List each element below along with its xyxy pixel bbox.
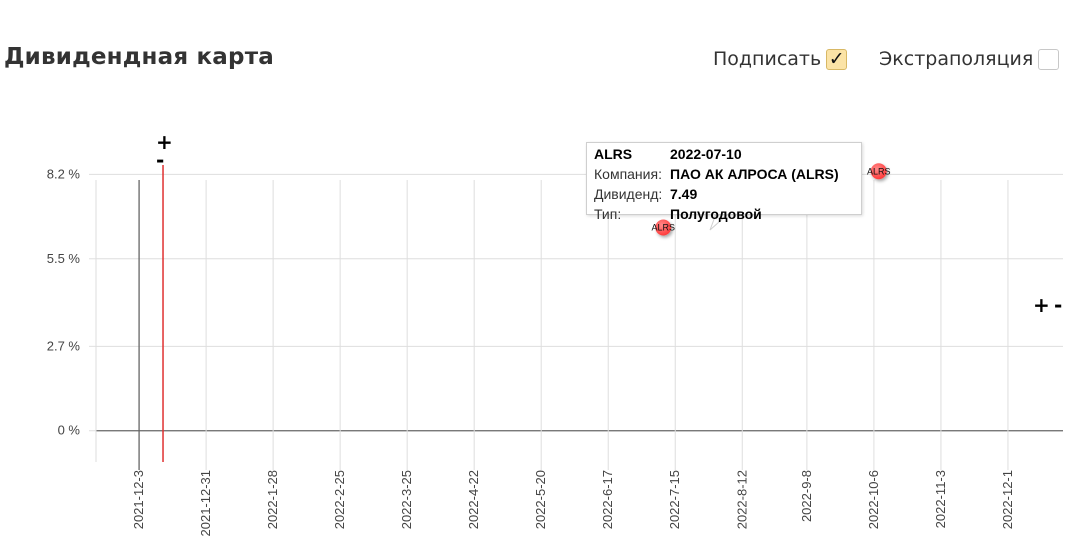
- x-tick-label: 2022-1-28: [265, 470, 280, 529]
- tooltip-ticker: ALRS: [594, 146, 633, 162]
- tooltip-company-label: Компания:: [594, 166, 662, 182]
- x-tick-label: 2022-5-20: [533, 470, 548, 529]
- y-tick-label: 0 %: [58, 423, 81, 438]
- tooltip-type: Полугодовой: [670, 206, 762, 222]
- y-zoom-in-button[interactable]: +: [1033, 293, 1050, 317]
- x-tick-label: 2022-8-12: [734, 470, 749, 529]
- x-tick-label: 2022-3-25: [399, 470, 414, 529]
- extrapolation-checkbox[interactable]: [1038, 48, 1060, 70]
- data-point: [870, 163, 887, 180]
- grid-layer: [89, 173, 1063, 470]
- x-tick-label: 2022-4-22: [466, 470, 481, 529]
- x-tick-label: 2022-9-8: [799, 470, 814, 522]
- tooltip-type-label: Тип:: [594, 206, 622, 222]
- x-tick-label: 2022-2-25: [332, 470, 347, 529]
- x-tick-label: 2022-6-17: [600, 470, 615, 529]
- x-tick-label: 2021-12-31: [198, 470, 213, 537]
- x-tick-label: 2022-10-6: [866, 470, 881, 529]
- sign-toggle[interactable]: Подписать ✓: [713, 47, 848, 70]
- page-title: Дивидендная карта: [4, 44, 274, 70]
- tooltip-dividend-label: Дивиденд:: [594, 186, 663, 202]
- point-layer: ALRS ALRS: [652, 163, 891, 236]
- axis-layer: [95, 165, 164, 462]
- extrapolation-label: Экстраполяция: [879, 48, 1034, 70]
- x-zoom-out-button[interactable]: -: [156, 148, 164, 172]
- y-tick-label: 8.2 %: [47, 166, 81, 181]
- tooltip-company: ПАО АК АЛРОСА (ALRS): [670, 166, 839, 182]
- tooltip-date: 2022-07-10: [670, 146, 742, 162]
- extrapolation-toggle[interactable]: Экстраполяция: [879, 48, 1060, 70]
- data-point-label: ALRS: [867, 166, 891, 176]
- tick-layer: 0 % 2.7 % 5.5 % 8.2 % 2021-12-3 2021-12-31 202…: [47, 166, 1015, 536]
- sign-label: Подписать: [713, 48, 822, 70]
- data-point: [655, 219, 672, 236]
- tooltip: ALRS 2022-07-10 Компания: ПАО АК АЛРОСА …: [586, 142, 862, 222]
- data-point-label: ALRS: [652, 223, 676, 233]
- y-tick-label: 2.7 %: [47, 338, 81, 353]
- x-tick-label: 2022-11-3: [933, 470, 948, 528]
- y-zoom-out-button[interactable]: -: [1054, 293, 1062, 317]
- x-tick-label: 2022-12-1: [1000, 470, 1015, 529]
- x-tick-label: 2021-12-3: [131, 470, 146, 529]
- sign-checkbox[interactable]: ✓: [826, 47, 848, 70]
- checkmark-icon: ✓: [828, 47, 845, 70]
- tooltip-dividend: 7.49: [670, 186, 698, 202]
- x-tick-label: 2022-7-15: [667, 470, 682, 529]
- x-zoom-in-button[interactable]: +: [156, 130, 173, 154]
- y-tick-label: 5.5 %: [47, 251, 81, 266]
- tooltip-pointer: [709, 213, 729, 231]
